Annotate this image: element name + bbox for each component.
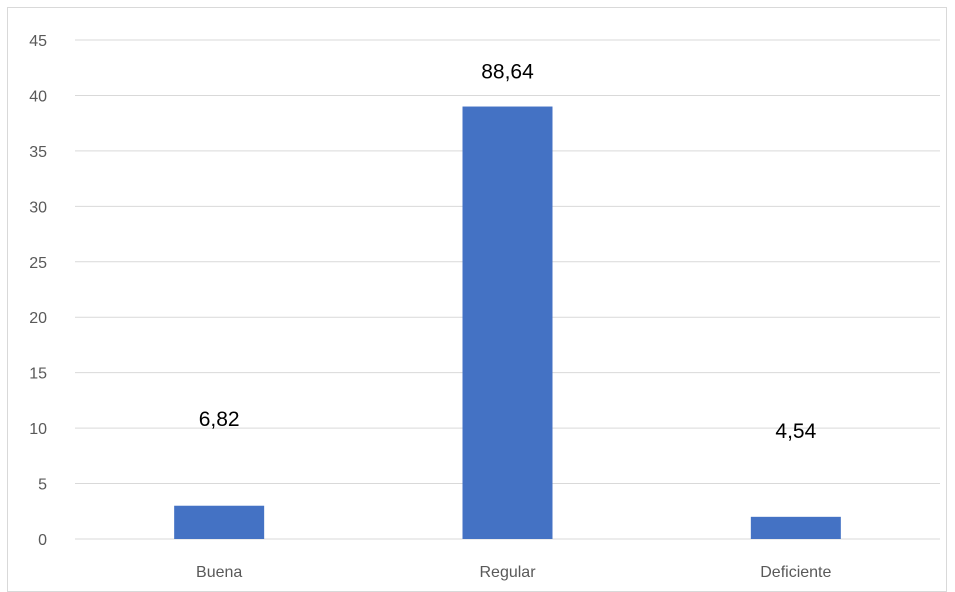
y-tick-label: 0	[38, 532, 47, 549]
x-category-label: Regular	[479, 564, 536, 581]
y-tick-label: 5	[38, 477, 47, 494]
bar-buena	[174, 505, 265, 539]
x-category-label: Buena	[196, 564, 242, 581]
x-axis-categories: Buena Regular Deficiente	[196, 564, 831, 581]
y-axis-ticks: 0 5 10 15 20 25 30 35 40 45	[29, 33, 47, 549]
data-label: 88,64	[481, 61, 534, 84]
y-tick-label: 40	[29, 88, 47, 105]
y-tick-label: 10	[29, 421, 47, 438]
data-labels: 6,82 88,64 4,54	[199, 61, 817, 444]
x-category-label: Deficiente	[760, 564, 831, 581]
data-label: 6,82	[199, 408, 240, 431]
bar-deficiente	[750, 516, 841, 539]
y-tick-label: 25	[29, 255, 47, 272]
data-label: 4,54	[775, 420, 816, 443]
bars	[174, 106, 841, 540]
y-tick-label: 45	[29, 33, 47, 50]
y-tick-label: 35	[29, 144, 47, 161]
y-tick-label: 20	[29, 310, 47, 327]
y-tick-label: 30	[29, 199, 47, 216]
bar-regular	[462, 106, 553, 540]
y-tick-label: 15	[29, 366, 47, 383]
